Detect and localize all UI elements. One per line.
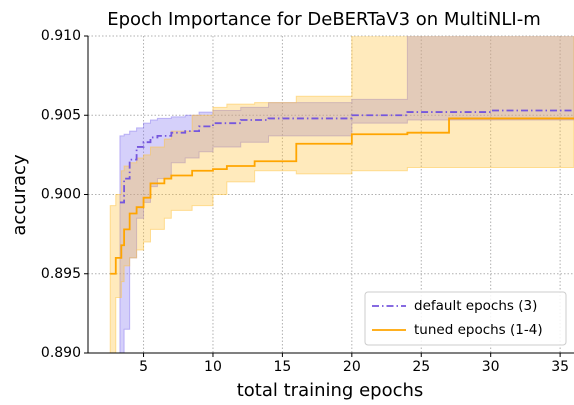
y-axis-label: accuracy [9, 154, 30, 236]
x-axis-label: total training epochs [237, 380, 424, 401]
legend [364, 291, 567, 346]
y-tick-label: 0.900 [41, 187, 81, 203]
x-tick-label: 25 [412, 359, 430, 375]
x-tick-label: 30 [482, 359, 500, 375]
y-tick-label: 0.890 [41, 345, 81, 361]
legend-items: default epochs (3) tuned epochs (1-4) [372, 298, 543, 338]
x-tick-label: 20 [343, 359, 361, 375]
confidence-band [109, 36, 574, 353]
axes: 5 10 15 20 25 30 35 0.890 0.895 0.900 0.905 0.910 [41, 28, 569, 375]
plot-area [109, 36, 574, 353]
x-tick-label: 35 [551, 359, 569, 375]
x-tick-label: 10 [204, 359, 222, 375]
y-tick-label: 0.895 [41, 266, 81, 282]
x-tick-label: 15 [273, 359, 291, 375]
series-line [119, 109, 574, 204]
y-tick-label: 0.910 [41, 28, 81, 44]
legend-label: tuned epochs (1-4) [414, 322, 543, 338]
y-tick-label: 0.905 [41, 107, 81, 123]
confidence-band [119, 36, 574, 353]
x-tick-label: 5 [139, 359, 148, 375]
legend-label: default epochs (3) [414, 298, 537, 314]
series-line [110, 117, 574, 275]
chart-title: Epoch Importance for DeBERTaV3 on MultiN… [107, 9, 541, 30]
